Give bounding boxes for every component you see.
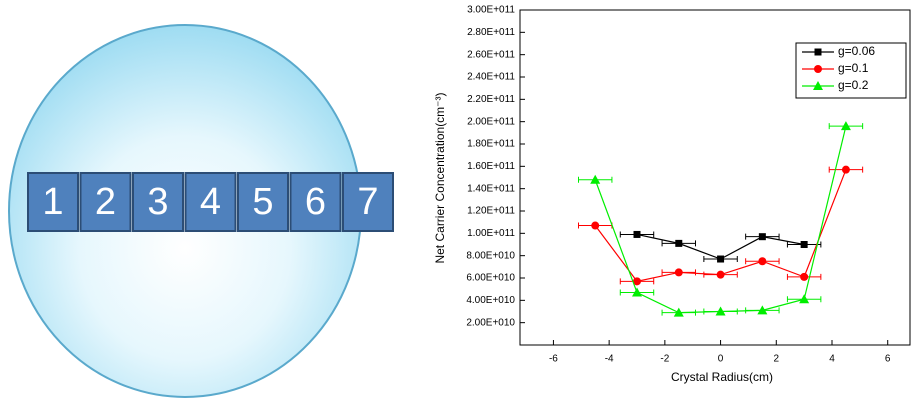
x-tick-label: 4 — [829, 354, 835, 365]
legend-marker — [814, 48, 822, 56]
marker — [717, 255, 725, 263]
y-tick-label: 2.20E+011 — [467, 94, 515, 105]
legend-label: g=0.2 — [838, 78, 869, 92]
segment-label: 6 — [305, 181, 326, 223]
y-tick-label: 2.60E+011 — [467, 49, 515, 60]
segment-label: 2 — [95, 181, 116, 223]
marker — [716, 270, 725, 279]
y-tick-label: 2.00E+010 — [466, 317, 515, 328]
legend-label: g=0.1 — [838, 61, 869, 75]
segment-label: 3 — [147, 181, 168, 223]
series-line — [594, 125, 847, 314]
y-tick-label: 4.00E+010 — [466, 295, 515, 306]
marker — [591, 221, 600, 230]
segment-box — [289, 172, 342, 232]
marker — [674, 268, 683, 277]
marker — [633, 230, 641, 238]
y-tick-label: 1.60E+011 — [467, 161, 515, 172]
y-tick-label: 1.20E+011 — [467, 206, 515, 217]
marker — [800, 272, 809, 281]
marker — [715, 306, 726, 316]
legend-marker — [813, 81, 823, 90]
marker — [800, 241, 808, 248]
marker — [757, 305, 768, 315]
marker — [758, 233, 766, 241]
marker — [590, 174, 601, 184]
segment-box — [184, 172, 237, 232]
marker — [840, 121, 851, 131]
y-tick-label: 2.80E+011 — [467, 27, 515, 38]
segment-box — [237, 172, 289, 232]
y-tick-label: 1.40E+011 — [467, 183, 515, 194]
marker — [633, 277, 641, 286]
x-tick-label: -2 — [660, 354, 669, 365]
segment-box — [132, 172, 184, 232]
segment-box — [79, 172, 132, 232]
y-tick-label: 3.00E+011 — [467, 5, 515, 16]
marker — [758, 257, 767, 266]
y-tick-label: 1.00E+011 — [467, 228, 515, 239]
marker — [673, 307, 684, 317]
segment-label: 5 — [252, 181, 273, 223]
y-tick-label: 2.00E+011 — [467, 116, 515, 127]
marker — [841, 165, 850, 174]
segment-box — [27, 172, 79, 232]
legend-label: g=0.06 — [838, 44, 875, 58]
y-axis-label: Net Carrier Concentration(cm⁻³) — [433, 92, 447, 263]
segment-box — [342, 172, 394, 232]
marker — [632, 287, 642, 297]
x-tick-label: -4 — [605, 354, 614, 365]
plot-frame — [519, 9, 911, 346]
y-tick-label: 8.00E+010 — [466, 250, 515, 261]
segment-label: 4 — [200, 181, 221, 223]
x-tick-label: 2 — [774, 354, 780, 365]
segment-label: 7 — [357, 181, 378, 223]
legend-marker — [814, 65, 822, 73]
y-tick-label: 2.40E+011 — [467, 72, 515, 83]
marker — [675, 239, 683, 247]
x-tick-label: 6 — [885, 354, 891, 365]
x-tick-label: 0 — [718, 354, 724, 365]
series-line — [594, 169, 847, 283]
segment-label: 1 — [42, 181, 63, 223]
x-axis-label: Crystal Radius(cm) — [671, 370, 773, 384]
y-tick-label: 6.00E+010 — [466, 273, 515, 284]
marker — [799, 294, 810, 304]
x-tick-label: -6 — [549, 354, 558, 365]
y-tick-label: 1.80E+011 — [467, 139, 515, 150]
